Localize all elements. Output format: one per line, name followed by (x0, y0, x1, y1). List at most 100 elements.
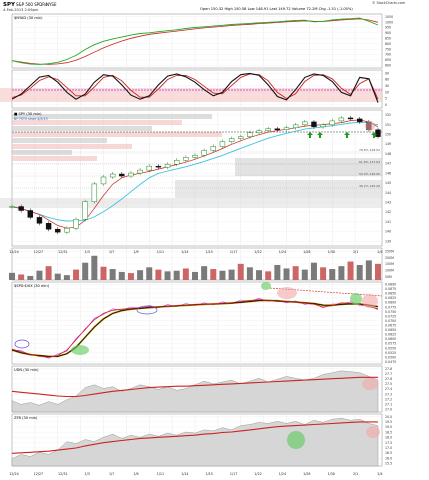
ratio-tick-label: 0.0725 (385, 314, 396, 318)
price-candle (201, 150, 207, 156)
x-axis-label: 1/22 (254, 250, 261, 254)
udn-highlight-ellipse (362, 378, 378, 390)
volume-bar (18, 274, 25, 280)
nyad-panel-label: $NYAD (30 min) (14, 16, 43, 20)
price-candle (292, 124, 299, 129)
fib-level-label: 50.0% 146.95 (359, 172, 380, 176)
zfb-highlight-ellipse (287, 431, 305, 449)
volume-tick-label: 200M (385, 256, 394, 260)
volume-bar (146, 267, 153, 280)
volume-by-price-bar (12, 144, 132, 149)
volume-bar (54, 273, 61, 280)
nyad-line (11, 17, 379, 65)
volume-bar (155, 269, 162, 280)
zfb-tick-label: 20.0 (385, 415, 392, 419)
ratio-tick-label: 0.0825 (385, 296, 396, 300)
zfb-tick-label: 18.5 (385, 430, 392, 434)
ratio-line (11, 299, 379, 358)
nyad-tick-label: 950 (385, 26, 391, 30)
volume-bar (347, 261, 354, 280)
price-candle (137, 169, 143, 174)
volume-bar (210, 269, 217, 280)
x-axis-label: 1/15 (205, 472, 212, 476)
volume-by-price-bar (12, 138, 107, 143)
price-candle (119, 173, 125, 177)
volume-tick-label: 150M (385, 262, 394, 266)
price-candle (183, 157, 189, 161)
volume-bar (365, 260, 372, 280)
nyad-tick-label: 750 (385, 47, 391, 51)
volume-by-price-bar (12, 114, 212, 119)
ratio-panel (11, 281, 383, 365)
price-tick-label: 141 (385, 220, 391, 224)
ticker-name: S&P 500 SPDRs (16, 2, 47, 7)
volume-by-price-bar (12, 150, 72, 155)
price-candle (311, 121, 317, 128)
price-candle (356, 118, 363, 123)
x-axis-label: 1/15 (205, 250, 212, 254)
volume-by-price-bar (12, 126, 152, 131)
x-axis-label: 12/31 (58, 250, 68, 254)
ratio-tick-label: 0.0500 (385, 355, 396, 359)
volume-bar (274, 265, 281, 280)
x-axis-label: 2/4 (377, 250, 382, 254)
nyad-tick-label: 900 (385, 31, 391, 35)
volume-bar (9, 272, 15, 280)
volume-bar (201, 266, 208, 280)
stochastics-tick-label: 0 (385, 103, 387, 107)
volume-bar (164, 271, 171, 280)
volume-bar (310, 262, 317, 280)
price-tick-label: 146 (385, 171, 391, 175)
ratio-highlight-ellipse (362, 294, 378, 308)
price-tick-label: 147 (385, 162, 391, 166)
zfb-tick-label: 17.0 (385, 446, 392, 450)
udn-ma-line (11, 376, 378, 398)
x-axis-label: 1/7 (109, 250, 114, 254)
exchange: NYSE (46, 2, 57, 7)
ratio-tick-label: 0.0875 (385, 287, 396, 291)
x-axis-label: 1/24 (279, 250, 286, 254)
volume-bar (100, 266, 107, 280)
volume-bar (91, 255, 98, 280)
price-candle (192, 155, 198, 158)
x-axis-label: 12/27 (34, 472, 44, 476)
price-candle (45, 223, 52, 230)
x-axis-label: 1/9 (133, 250, 138, 254)
price-candle (219, 141, 226, 147)
price-candle (146, 165, 152, 171)
price-tick-label: 143 (385, 200, 391, 204)
price-candle (164, 163, 171, 168)
x-axis-label: 1/28 (303, 472, 310, 476)
price-tick-label: 145 (385, 181, 391, 185)
chart-header: SPY S&P 500 SPDRs NYSE 4-Feb-2013 2:06pm… (3, 1, 406, 12)
price-tick-label: 152 (385, 113, 391, 117)
stochastics-k-line (11, 72, 379, 103)
price-candle (283, 127, 290, 131)
price-tick-label: 140 (385, 230, 391, 234)
x-axis-label: 12/31 (58, 472, 68, 476)
x-axis-label: 12/27 (34, 250, 44, 254)
support-zone (175, 180, 382, 198)
price-candle (128, 172, 134, 177)
volume-bar (301, 269, 308, 280)
x-axis-label: 1/14 (181, 472, 188, 476)
fib-level-label: 38.2% 146.28 (359, 184, 380, 188)
buy-arrow-icon (317, 132, 323, 138)
udn-tick-label: 27.6 (385, 377, 392, 381)
zfb-area (11, 417, 379, 467)
volume-by-price-bar (12, 156, 97, 161)
volume-bar (375, 263, 381, 280)
ratio-highlight-ellipse (14, 339, 30, 349)
nyad-panel (11, 13, 383, 69)
volume-tick-label: 250M (385, 249, 394, 253)
udn-tick-label: 27.3 (385, 392, 392, 396)
price-candle (320, 124, 326, 128)
volume-bar (118, 271, 125, 280)
price-tick-label: 150 (385, 132, 391, 136)
x-axis-label: 1/3 (85, 250, 90, 254)
x-axis-label: 1/28 (303, 250, 310, 254)
zfb-tick-label: 17.5 (385, 441, 392, 445)
price-tick-label: 144 (385, 191, 391, 195)
udn-tick-label: 27.0 (385, 408, 392, 412)
x-axis-label: 1/7 (109, 472, 114, 476)
